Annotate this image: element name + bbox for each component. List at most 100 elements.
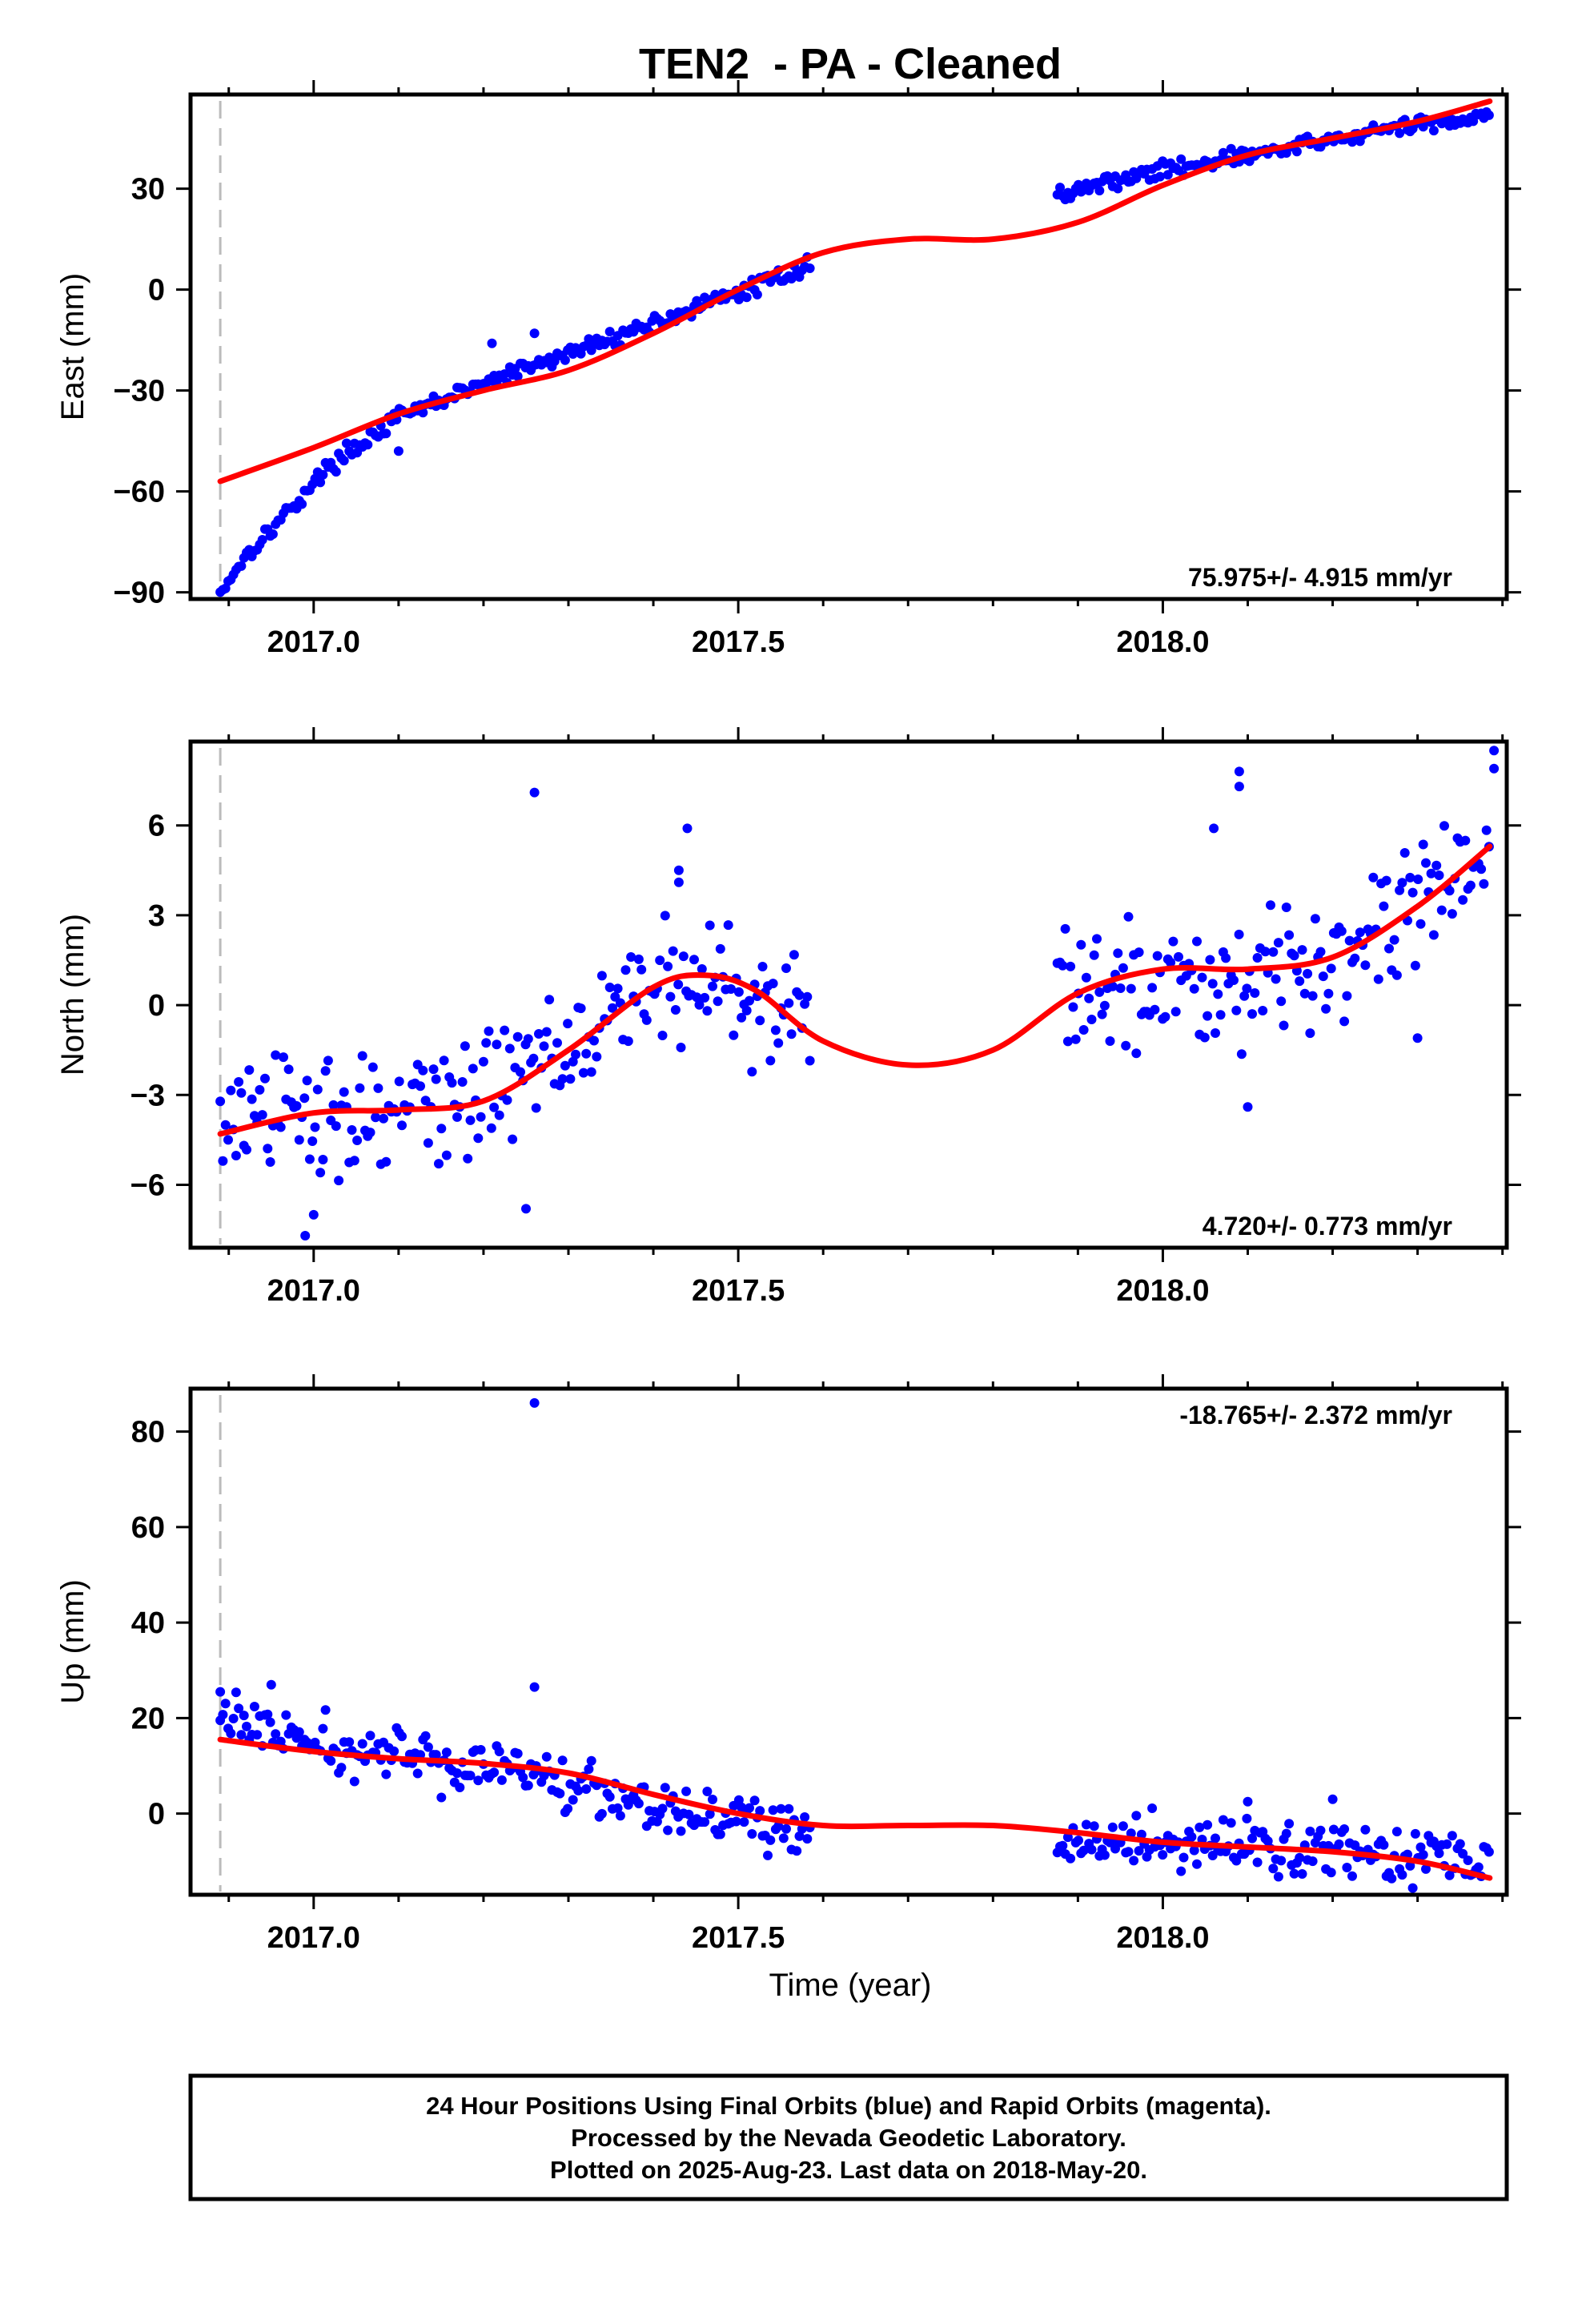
data-point (236, 561, 247, 571)
data-point (1326, 1868, 1336, 1878)
data-point (234, 1703, 244, 1714)
data-point (682, 823, 693, 834)
data-point (604, 1791, 615, 1802)
data-point (1484, 110, 1494, 120)
data-point (1413, 875, 1423, 884)
data-point (367, 1062, 378, 1072)
data-point (1192, 936, 1202, 947)
data-point (266, 1679, 276, 1690)
data-point (1342, 1863, 1352, 1872)
data-point (657, 1803, 668, 1814)
data-point (636, 964, 647, 975)
data-point (1207, 979, 1218, 989)
data-point (741, 1005, 752, 1015)
data-point (523, 1780, 533, 1791)
data-point (1168, 936, 1178, 947)
data-point (700, 1817, 710, 1827)
data-point (1081, 1819, 1091, 1830)
data-point (247, 1094, 257, 1104)
data-point (496, 1775, 507, 1785)
data-point (518, 1772, 528, 1783)
data-point (339, 456, 349, 466)
data-point (726, 984, 736, 994)
data-point (412, 1768, 423, 1779)
data-point (1465, 880, 1476, 891)
data-point (397, 1731, 407, 1742)
data-point (423, 1742, 433, 1752)
data-point (1315, 1825, 1326, 1835)
x-tick-label: 2018.0 (1116, 625, 1209, 659)
figure-title: TEN2 - PA - Cleaned (639, 40, 1062, 88)
data-point (789, 950, 799, 960)
data-point (633, 1799, 644, 1809)
data-point (318, 1723, 328, 1734)
data-point (1389, 935, 1399, 945)
data-point (492, 1039, 502, 1050)
data-point (1428, 126, 1439, 136)
x-tick-label: 2017.0 (267, 1921, 360, 1955)
data-point (218, 1710, 228, 1720)
x-tick-label: 2018.0 (1116, 1921, 1209, 1955)
data-point (1107, 1822, 1118, 1832)
data-point (1305, 1826, 1315, 1836)
data-point (1260, 947, 1271, 957)
data-point (484, 1026, 494, 1036)
data-point (1131, 1811, 1142, 1821)
data-point (223, 1135, 233, 1145)
data-point (331, 1121, 341, 1132)
data-point (1428, 930, 1439, 940)
data-point (355, 1083, 365, 1093)
data-point (1060, 923, 1070, 934)
data-point (581, 1784, 592, 1794)
data-point (1203, 1819, 1213, 1830)
data-point (323, 1055, 333, 1066)
data-point (1268, 1864, 1279, 1874)
data-point (1209, 823, 1219, 834)
data-point (1473, 1862, 1484, 1872)
data-point (1199, 1032, 1210, 1043)
data-point (1421, 858, 1431, 868)
data-point (1447, 1831, 1457, 1841)
data-point (455, 1783, 465, 1792)
data-point (326, 1755, 336, 1766)
data-point (1152, 951, 1162, 961)
data-point (341, 438, 351, 448)
data-point (1105, 1036, 1115, 1046)
data-point (215, 1096, 226, 1107)
data-point (665, 991, 676, 1002)
data-point (539, 1041, 549, 1051)
data-point (1160, 1011, 1170, 1022)
data-point (1273, 938, 1283, 948)
data-point (1089, 1821, 1099, 1831)
data-point (596, 1808, 607, 1819)
data-point (1176, 1866, 1186, 1876)
data-point (1397, 1870, 1407, 1880)
data-point (560, 1060, 570, 1071)
data-point (1273, 1872, 1283, 1882)
data-point (1231, 1005, 1242, 1015)
data-point (560, 355, 570, 365)
data-point (1289, 951, 1299, 961)
data-point (516, 1067, 525, 1077)
data-point (1310, 914, 1320, 924)
data-point (271, 1050, 281, 1060)
data-point (663, 961, 673, 971)
data-point (1326, 963, 1336, 974)
data-point (1303, 968, 1313, 979)
data-point (1099, 1000, 1110, 1011)
data-point (478, 1056, 488, 1067)
data-point (705, 920, 715, 931)
data-point (781, 963, 791, 973)
data-point (802, 1834, 813, 1844)
data-point (786, 1029, 797, 1039)
data-point (1123, 911, 1134, 922)
data-point (473, 1133, 484, 1144)
data-point (800, 999, 810, 1009)
data-point (1307, 991, 1318, 1001)
data-point (275, 1122, 286, 1132)
rate-annotation: -18.765+/- 2.372 mm/yr (1179, 1401, 1452, 1429)
data-point (784, 1803, 794, 1814)
data-point (1174, 951, 1183, 962)
data-point (755, 1015, 765, 1026)
